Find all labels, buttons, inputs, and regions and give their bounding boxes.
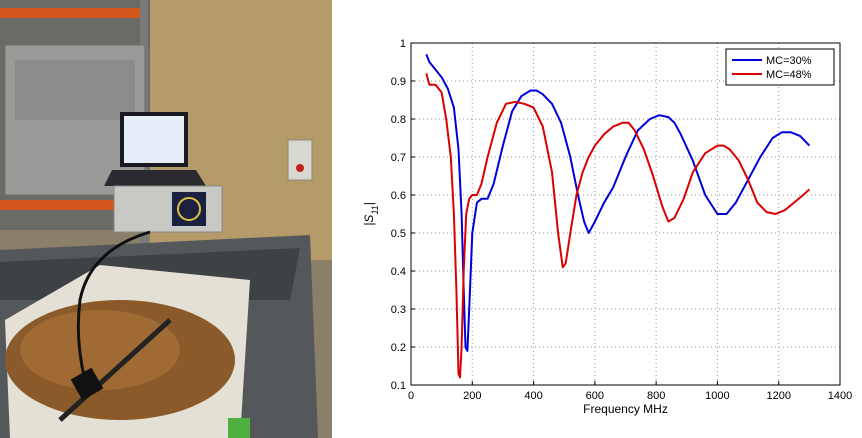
y-tick-label: 0.2: [391, 342, 406, 354]
plot-frame: [410, 42, 841, 386]
legend: MC=30% MC=48%: [725, 48, 835, 86]
x-tick-label: 400: [524, 390, 542, 402]
s11-chart: 0 200 400 600 800 1000 1200 1400 0.1 0.2 0.3 0.4 0.5…: [362, 38, 853, 416]
y-tick-label: 0.4: [391, 266, 406, 278]
series-line-2: [425, 73, 811, 379]
y-axis-label: |S11|: [362, 202, 380, 226]
x-tick-label: 1000: [705, 390, 729, 402]
legend-label: MC=48%: [766, 69, 812, 81]
x-tick-label: 800: [647, 390, 665, 402]
wood-chips-highlight: [20, 310, 180, 390]
y-tick-label: 0.1: [391, 380, 406, 392]
y-tick-label: 0.5: [391, 228, 406, 240]
laptop-keyboard: [104, 170, 206, 186]
x-tick-label: 1200: [766, 390, 790, 402]
legend-box: [725, 48, 835, 86]
series-line-1: [425, 54, 811, 352]
probe-connector: [70, 367, 104, 401]
wall-switch: [287, 139, 313, 181]
legend-label: MC=30%: [766, 55, 812, 67]
y-tick-label: 0.9: [391, 76, 406, 88]
smith-chart-icon: [177, 197, 201, 221]
x-tick-label: 1400: [828, 390, 852, 402]
y-tick-label: 0.3: [391, 304, 406, 316]
x-tick-label: 200: [463, 390, 481, 402]
x-axis-label: Frequency MHz: [583, 402, 668, 416]
y-tick-label: 0.7: [391, 152, 406, 164]
probe-rod: [58, 318, 172, 422]
switch-button-icon: [296, 164, 304, 172]
lab-setup-photo: [0, 0, 332, 438]
y-tick-label: 0.8: [391, 114, 406, 126]
shelf-beam-bottom: [0, 200, 150, 210]
y-tick-label: 1: [400, 38, 406, 50]
shelf-beam-top: [0, 8, 145, 18]
axis-ticks: 0 200 400 600 800 1000 1200 1400 0.1 0.2 0.3 0.4 0.5…: [391, 38, 853, 402]
y-tick-label: 0.6: [391, 190, 406, 202]
x-tick-label: 600: [586, 390, 604, 402]
green-object: [228, 418, 250, 438]
series-layer: [425, 54, 811, 379]
probe-cable: [76, 230, 151, 381]
laptop-screen: [124, 116, 184, 163]
x-tick-label: 0: [408, 390, 414, 402]
crate-panel: [15, 60, 135, 120]
